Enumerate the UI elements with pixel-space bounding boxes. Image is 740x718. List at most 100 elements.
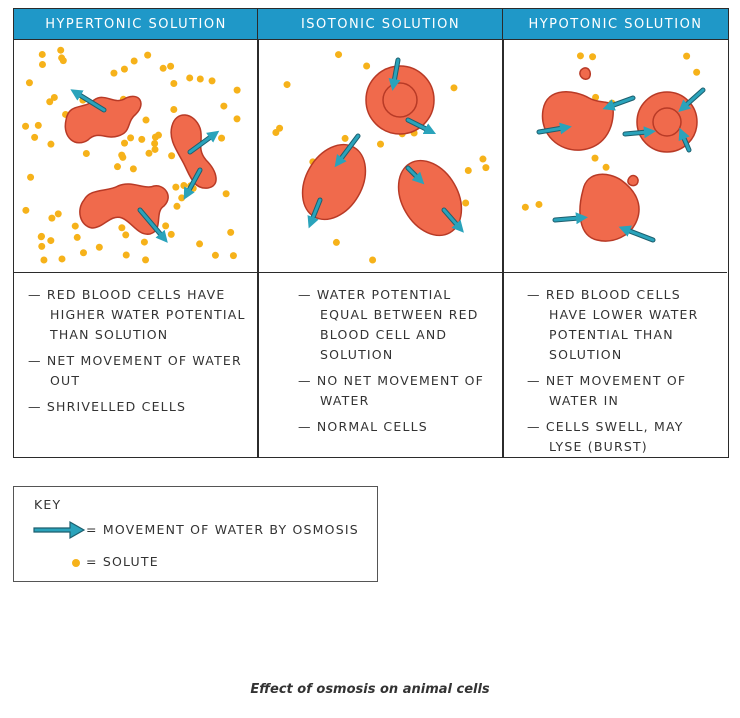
- water-arrow: [183, 168, 202, 200]
- solute: [376, 140, 384, 148]
- fragment: [579, 67, 592, 81]
- solute: [521, 203, 529, 211]
- water-arrow: [553, 212, 588, 225]
- water-arrow: [602, 96, 635, 111]
- solute: [118, 151, 126, 159]
- water-arrow: [623, 126, 656, 139]
- solute: [168, 152, 176, 160]
- solute: [229, 252, 237, 260]
- solute: [142, 256, 150, 264]
- solute: [173, 202, 181, 210]
- column-title: HYPOTONIC SOLUTION: [503, 9, 728, 40]
- cell-center: [652, 107, 682, 137]
- column-title: HYPERTONIC SOLUTION: [14, 9, 258, 40]
- solute: [54, 210, 62, 218]
- solute: [363, 62, 371, 70]
- solute: [167, 230, 175, 238]
- solute: [129, 165, 137, 173]
- solute: [341, 134, 349, 142]
- solute: [121, 139, 129, 147]
- column: HYPERTONIC SOLUTION — RED BLOOD CELLS HA…: [13, 8, 259, 458]
- water-arrow: [188, 130, 220, 154]
- solute: [46, 98, 54, 106]
- point: — NO NET MOVEMENT OF WATER: [298, 373, 485, 408]
- solute: [38, 60, 46, 68]
- solute: [186, 74, 194, 82]
- caption: Effect of osmosis on animal cells: [250, 682, 490, 697]
- solute: [58, 255, 66, 263]
- solute: [145, 149, 153, 157]
- key-item: = MOVEMENT OF WATER BY OSMOSIS: [86, 522, 359, 537]
- solute: [22, 206, 30, 214]
- solute: [144, 51, 152, 59]
- solute: [122, 231, 130, 239]
- solute: [535, 200, 543, 208]
- column: ISOTONIC SOLUTION — WATER POTENTIAL EQUA…: [257, 8, 504, 458]
- illustration: [14, 46, 257, 273]
- solute: [138, 135, 146, 143]
- solute: [58, 54, 66, 62]
- solute: [38, 50, 46, 58]
- solute: [47, 237, 55, 245]
- solute: [118, 224, 126, 232]
- solute: [142, 116, 150, 124]
- solute: [50, 93, 58, 101]
- solute: [180, 182, 188, 190]
- solute: [683, 52, 691, 60]
- solute: [602, 163, 610, 171]
- key: KEY = MOVEMENT OF WATER BY OSMOSIS = SOL…: [13, 486, 378, 582]
- solute: [233, 86, 241, 94]
- solute: [167, 62, 175, 70]
- solute: [22, 122, 30, 130]
- cell-center: [382, 82, 418, 118]
- solute: [34, 121, 42, 129]
- solute: [120, 65, 128, 73]
- solute: [82, 150, 90, 158]
- solute: [589, 53, 597, 61]
- column: HYPOTONIC SOLUTION — RED BLOOD CELLS HAV…: [502, 8, 729, 458]
- solute: [40, 256, 48, 264]
- solute: [113, 163, 121, 171]
- water-arrow: [537, 122, 572, 135]
- solute: [233, 115, 241, 123]
- solute: [208, 77, 216, 85]
- cell: [541, 91, 614, 151]
- point: — SHRIVELLED CELLS: [28, 399, 187, 414]
- solute: [482, 164, 490, 172]
- column-title: ISOTONIC SOLUTION: [258, 9, 503, 40]
- solute: [172, 183, 180, 191]
- solute: [178, 194, 186, 202]
- solute: [220, 102, 228, 110]
- point: — NET MOVEMENT OF WATER OUT: [28, 353, 242, 388]
- points: — RED BLOOD CELLS HAVE LOWER WATER POTEN…: [503, 273, 728, 457]
- solute: [154, 131, 162, 139]
- solute: [576, 52, 584, 60]
- solute: [127, 134, 135, 142]
- solute: [222, 190, 230, 198]
- point: — RED BLOOD CELLS HAVE LOWER WATER POTEN…: [527, 287, 699, 362]
- solute: [130, 57, 138, 65]
- solute: [57, 46, 65, 54]
- solute: [48, 214, 56, 222]
- solute: [591, 154, 599, 162]
- key-item: = SOLUTE: [86, 554, 159, 569]
- solute: [122, 251, 130, 259]
- illustration: [258, 51, 502, 273]
- cell: [301, 143, 367, 221]
- solute: [450, 84, 458, 92]
- solute: [31, 133, 39, 141]
- point: — NET MOVEMENT OF WATER IN: [527, 373, 687, 408]
- solute: [170, 79, 178, 87]
- solute: [71, 222, 79, 230]
- water-arrow: [334, 134, 360, 168]
- point: — CELLS SWELL, MAY LYSE (BURST): [527, 419, 684, 454]
- water-arrow: [678, 88, 705, 112]
- key-dot: [72, 559, 80, 567]
- cell: [64, 95, 142, 144]
- solute: [196, 75, 204, 83]
- key-arrow: [33, 520, 86, 540]
- solute: [170, 106, 178, 114]
- solute: [27, 173, 35, 181]
- solute: [25, 79, 33, 87]
